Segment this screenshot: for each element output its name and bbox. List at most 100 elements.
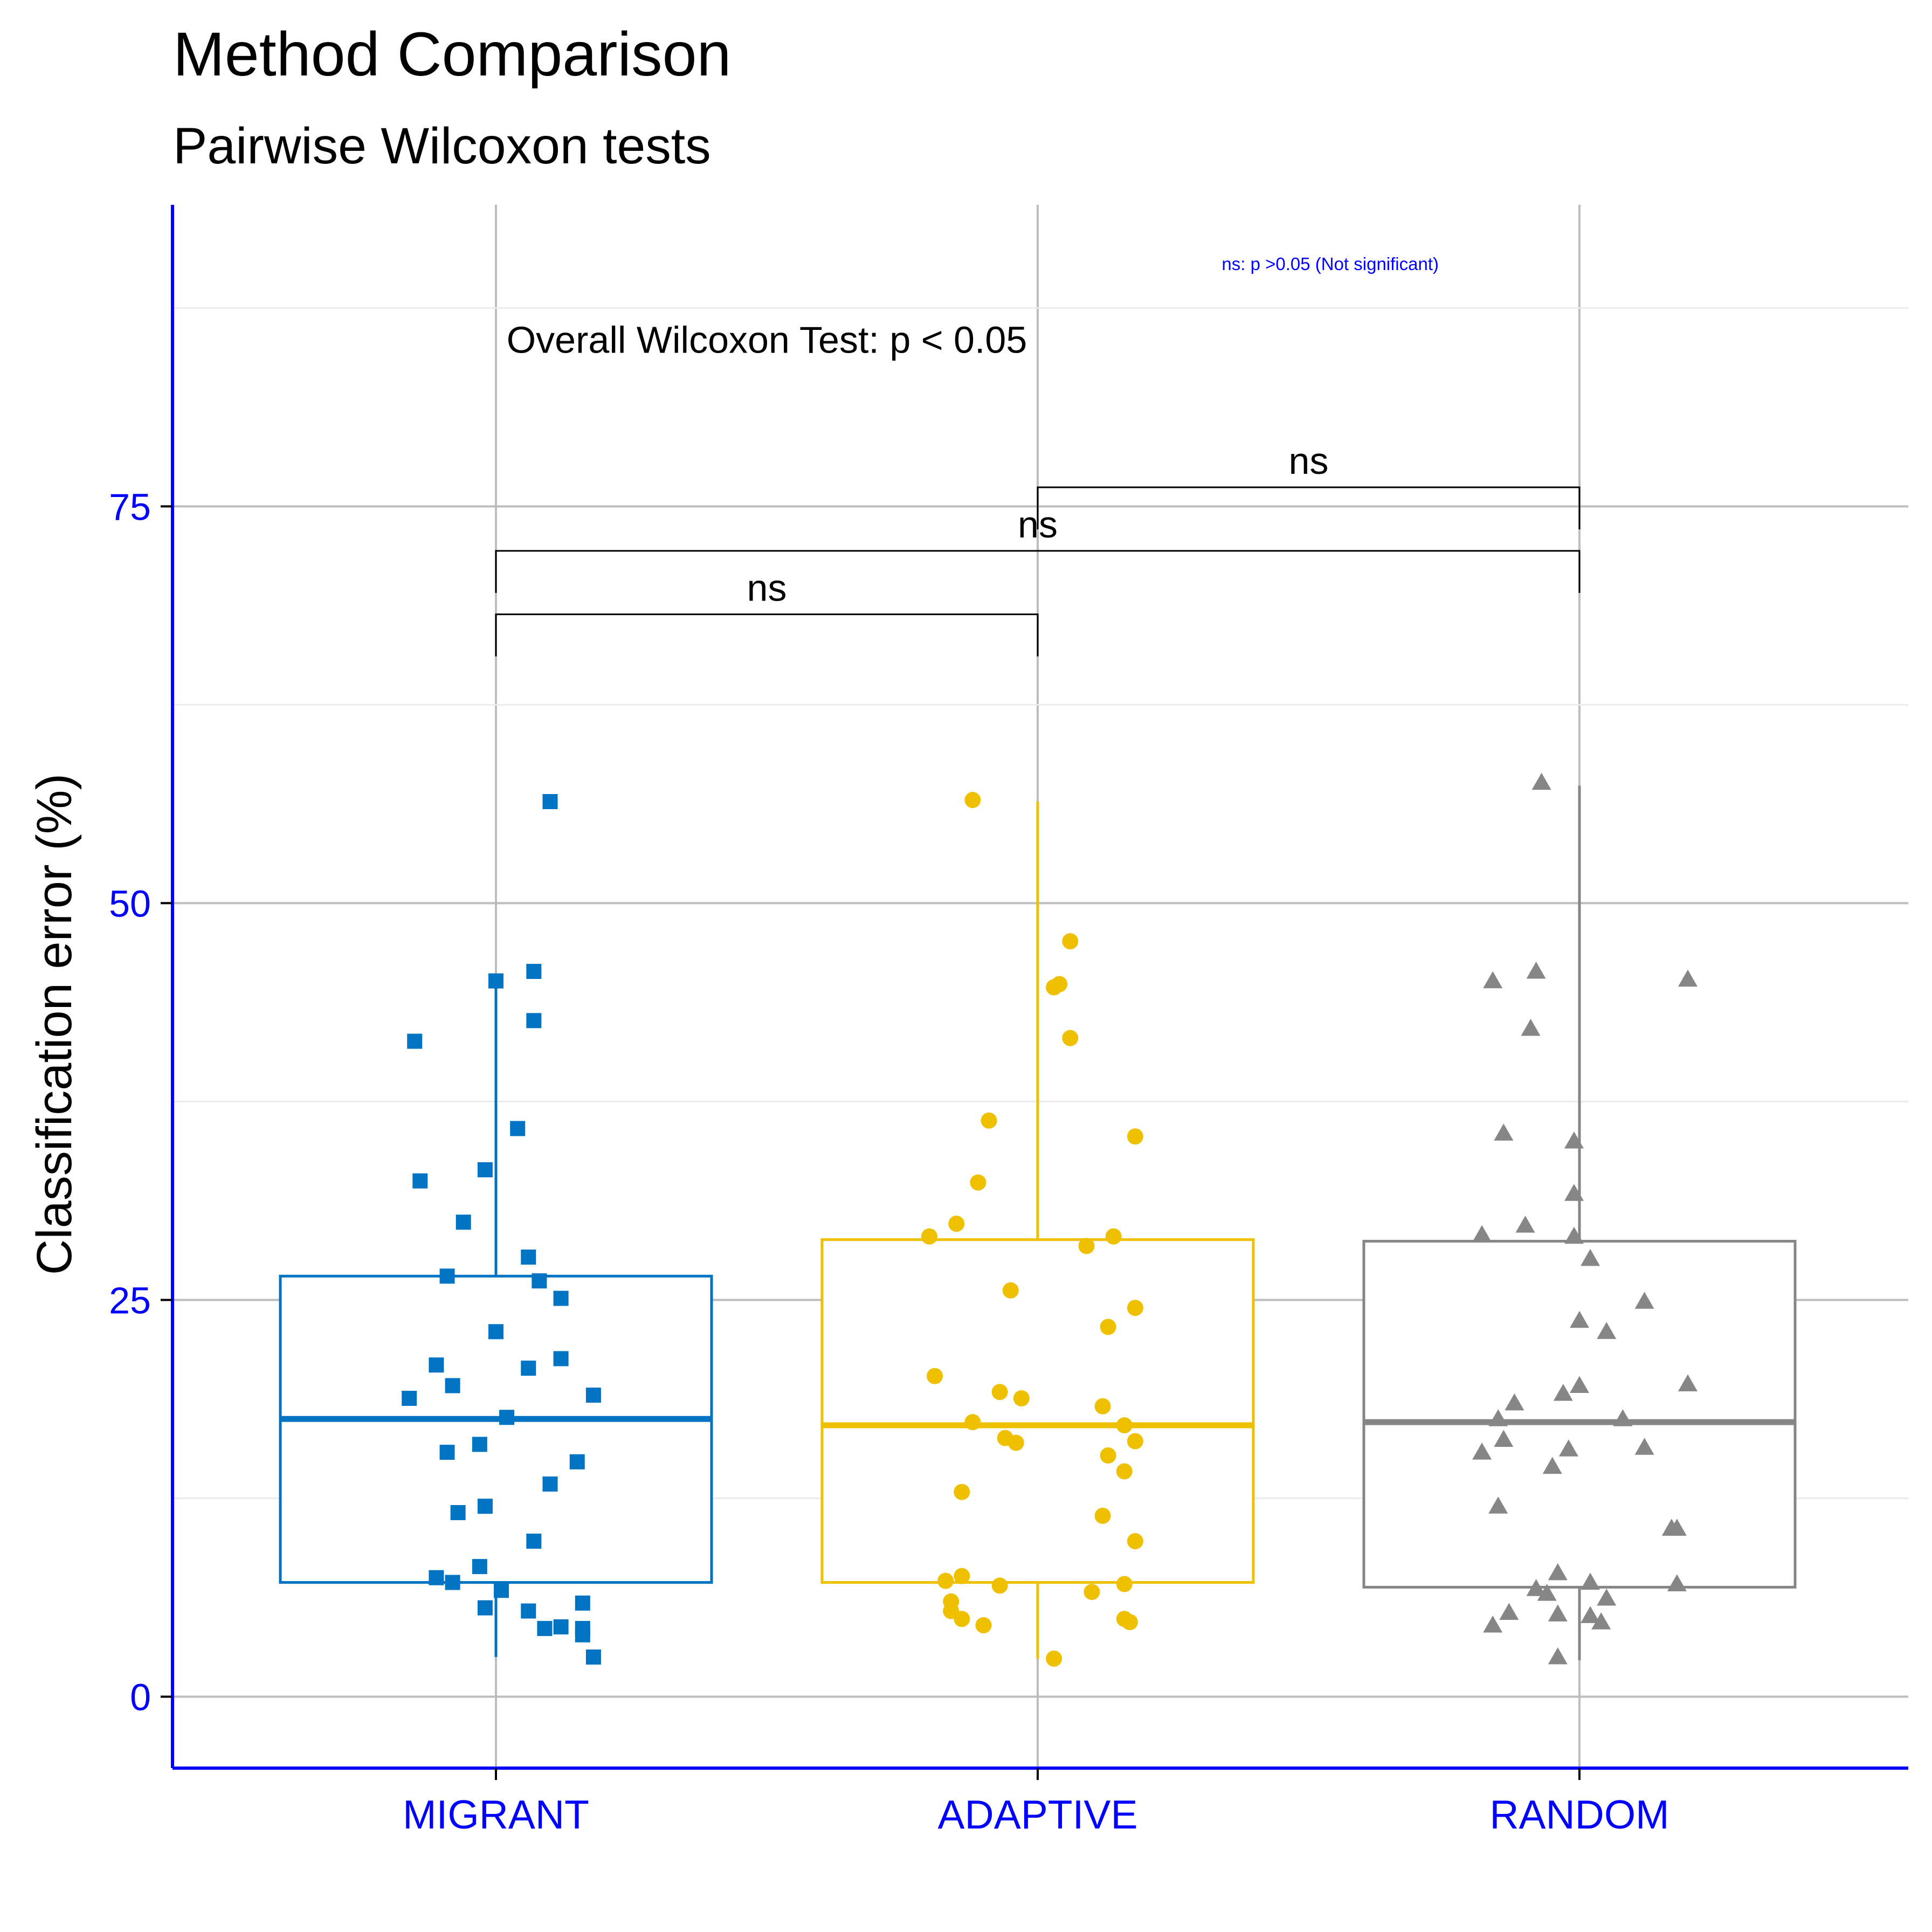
data-point-square — [537, 1620, 553, 1636]
data-point-triangle — [1570, 1376, 1589, 1393]
box-iqr — [820, 1238, 1255, 1584]
data-point-triangle — [1678, 969, 1698, 987]
data-point-circle — [1051, 976, 1068, 992]
data-point-circle — [1002, 1282, 1019, 1299]
data-point-triangle — [1526, 962, 1546, 979]
data-point-triangle — [1597, 1588, 1617, 1606]
data-point-circle — [1094, 1398, 1111, 1414]
data-point-circle — [1062, 933, 1079, 950]
data-point-square — [429, 1570, 444, 1585]
data-point-square — [477, 1162, 493, 1178]
data-point-triangle — [1537, 1584, 1557, 1601]
data-point-circle — [1013, 1390, 1030, 1407]
overall-test-annotation: Overall Wilcoxon Test: p < 0.05 — [507, 319, 1027, 361]
data-point-circle — [1084, 1584, 1100, 1600]
jitter-points — [402, 772, 1698, 1667]
data-point-square — [439, 1268, 455, 1284]
data-point-circle — [1100, 1447, 1116, 1464]
comparison-bracket — [495, 613, 1039, 657]
data-point-circle — [1121, 1614, 1138, 1631]
data-point-square — [532, 1273, 547, 1289]
box-plots — [279, 785, 1797, 1660]
data-point-triangle — [1678, 1374, 1698, 1392]
data-point-square — [553, 1291, 569, 1306]
data-point-square — [402, 1391, 417, 1406]
data-point-triangle — [1667, 1574, 1687, 1591]
data-point-circle — [1116, 1576, 1133, 1592]
data-point-circle — [954, 1568, 970, 1584]
data-point-triangle — [1515, 1216, 1535, 1233]
data-point-circle — [1127, 1300, 1143, 1316]
data-point-triangle — [1564, 1131, 1584, 1149]
data-point-triangle — [1472, 1225, 1492, 1243]
data-point-triangle — [1548, 1647, 1568, 1665]
x-tick-label: ADAPTIVE — [938, 1792, 1138, 1837]
data-point-circle — [1094, 1507, 1111, 1524]
data-point-square — [553, 1619, 569, 1634]
comparison-bracket — [495, 550, 1581, 593]
data-point-triangle — [1581, 1248, 1600, 1266]
data-point-circle — [1078, 1238, 1095, 1254]
comparison-bracket — [1037, 486, 1581, 530]
data-point-triangle — [1564, 1184, 1584, 1201]
data-point-square — [526, 1013, 542, 1029]
data-point-triangle — [1634, 1292, 1654, 1309]
data-point-circle — [1127, 1433, 1143, 1450]
comparison-label: ns — [747, 567, 787, 609]
data-point-circle — [991, 1384, 1008, 1400]
data-point-circle — [975, 1617, 992, 1634]
data-point-triangle — [1667, 1519, 1687, 1536]
data-point-triangle — [1483, 971, 1503, 989]
data-point-triangle — [1570, 1310, 1589, 1328]
data-point-circle — [964, 792, 981, 809]
data-point-square — [585, 1649, 601, 1665]
data-point-square — [575, 1595, 590, 1611]
data-point-circle — [1100, 1319, 1116, 1335]
data-point-square — [445, 1378, 460, 1393]
data-point-square — [477, 1600, 493, 1616]
data-point-triangle — [1526, 1579, 1546, 1596]
data-point-triangle — [1531, 772, 1551, 790]
data-point-circle — [1046, 1650, 1062, 1667]
data-point-circle — [948, 1216, 965, 1232]
data-point-square — [542, 1476, 558, 1492]
data-point-square — [450, 1505, 466, 1520]
y-axis-label: Classification error (%) — [27, 774, 82, 1275]
data-point-square — [526, 1533, 542, 1549]
y-tick-label: 75 — [109, 486, 151, 528]
data-point-triangle — [1634, 1438, 1654, 1455]
box-iqr — [279, 1274, 713, 1584]
data-point-square — [510, 1121, 526, 1136]
data-point-triangle — [1597, 1322, 1617, 1339]
x-tick-label: MIGRANT — [403, 1792, 589, 1837]
data-point-circle — [954, 1484, 970, 1500]
box-iqr — [1362, 1240, 1797, 1589]
data-point-triangle — [1591, 1612, 1611, 1630]
data-point-square — [439, 1445, 455, 1460]
data-point-circle — [1127, 1128, 1143, 1145]
data-point-circle — [1008, 1434, 1024, 1451]
data-point-square — [472, 1437, 487, 1452]
data-point-triangle — [1613, 1409, 1633, 1426]
data-point-triangle — [1548, 1563, 1568, 1581]
data-point-square — [488, 973, 503, 989]
data-point-circle — [1116, 1463, 1133, 1480]
data-point-square — [488, 1324, 503, 1340]
data-point-triangle — [1558, 1439, 1578, 1457]
data-point-triangle — [1488, 1496, 1508, 1514]
y-tick-label: 25 — [109, 1279, 151, 1321]
data-point-square — [494, 1583, 509, 1598]
data-point-triangle — [1494, 1430, 1514, 1447]
data-point-square — [477, 1499, 493, 1514]
data-point-square — [521, 1603, 536, 1619]
data-point-square — [429, 1357, 444, 1373]
comparison-label: ns — [1289, 440, 1329, 482]
data-point-square — [407, 1033, 423, 1049]
y-tick-label: 50 — [109, 882, 151, 924]
data-point-square — [575, 1627, 590, 1643]
y-tick-label: 0 — [130, 1676, 151, 1719]
data-point-circle — [921, 1228, 937, 1245]
data-point-square — [412, 1173, 428, 1189]
